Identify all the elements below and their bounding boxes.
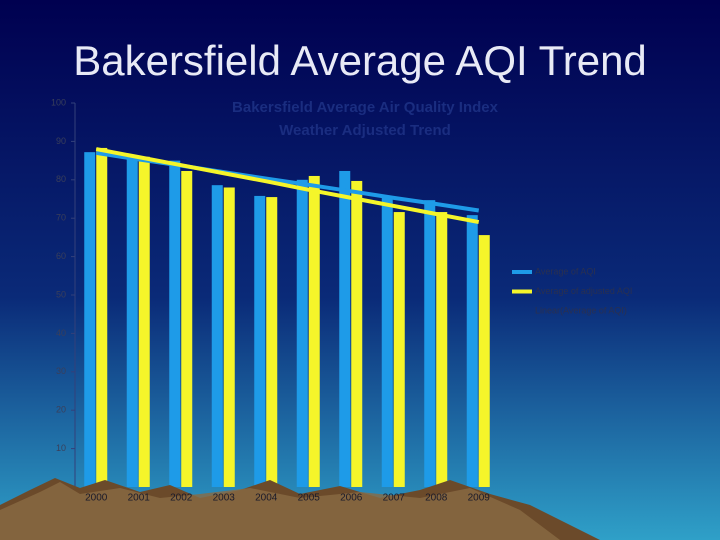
bar: [126, 157, 138, 488]
bar: [351, 180, 363, 487]
x-tick-label: 2000: [85, 493, 108, 504]
y-tick-label: 40: [56, 328, 66, 338]
x-tick-label: 2006: [340, 493, 363, 504]
x-tick-label: 2008: [425, 493, 448, 504]
x-tick-label: 2007: [383, 493, 406, 504]
y-tick-label: 20: [56, 405, 66, 415]
bar: [296, 179, 308, 488]
x-labels: 2000 2001 2002 2003 2004 2005 2006 2007 2008 2009: [85, 493, 490, 504]
bar: [96, 147, 108, 488]
y-tick-label: 80: [56, 174, 66, 184]
bar: [308, 175, 320, 487]
bar: [381, 197, 393, 487]
x-tick-label: 2001: [128, 493, 151, 504]
y-tick-label: 100: [51, 97, 66, 107]
slide-title: Bakersfield Average AQI Trend: [73, 37, 647, 84]
x-tick-label: 2003: [213, 493, 236, 504]
bar: [478, 235, 490, 487]
x-tick-label: 2005: [298, 493, 321, 504]
bar: [138, 156, 150, 487]
legend-label: Average of AQI: [535, 266, 596, 276]
bar: [223, 187, 235, 488]
bar: [254, 195, 266, 488]
bar: [181, 170, 193, 487]
legend-label: Linear(Average of AQI): [535, 305, 627, 315]
chart-title: Bakersfield Average Air Quality Index: [232, 99, 499, 116]
bar: [211, 185, 223, 487]
bar: [339, 170, 351, 487]
bar: [393, 212, 405, 487]
y-tick-label: 50: [56, 289, 66, 299]
y-tick-label: 30: [56, 366, 66, 376]
bar: [266, 197, 278, 487]
bar: [436, 212, 448, 487]
y-tick-label: 60: [56, 251, 66, 261]
x-tick-label: 2002: [170, 493, 193, 504]
bar: [466, 215, 478, 488]
bar: [424, 200, 436, 488]
y-tick-label: 70: [56, 213, 66, 223]
x-tick-label: 2004: [255, 493, 278, 504]
bar: [84, 152, 96, 488]
legend-label: Average of adjusted AQI: [535, 286, 632, 296]
x-tick-label: 2009: [468, 493, 491, 504]
chart-subtitle: Weather Adjusted Trend: [279, 122, 451, 139]
trend-line: [95, 147, 480, 225]
bar: [169, 160, 181, 487]
plot: 10 20 30 40 50 60 70 80 90 100 Average of AQI Avera…: [51, 97, 632, 488]
y-tick-label: 10: [56, 443, 66, 453]
mountains-front: [0, 482, 560, 540]
y-tick-label: 90: [56, 136, 66, 146]
